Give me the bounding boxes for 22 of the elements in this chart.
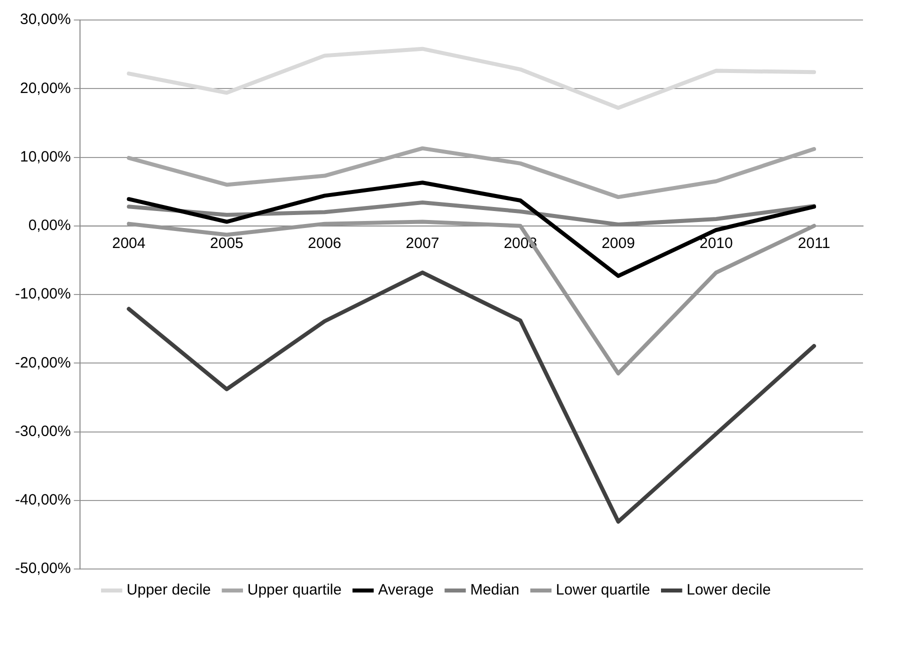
legend-label: Median <box>470 582 520 599</box>
y-tick-label: -40,00% <box>14 492 71 509</box>
x-tick-label: 2007 <box>406 235 440 252</box>
y-tick-label: 30,00% <box>20 11 71 28</box>
x-tick-label: 2004 <box>112 235 146 252</box>
y-tick-label: 20,00% <box>20 80 71 97</box>
legend-label: Average <box>378 582 434 599</box>
x-tick-label: 2009 <box>602 235 635 252</box>
y-tick-label: 10,00% <box>20 148 71 166</box>
y-tick-label: 0,00% <box>28 217 71 234</box>
x-tick-label: 2011 <box>798 235 830 252</box>
y-tick-label: -20,00% <box>14 354 71 372</box>
y-tick-label: -30,00% <box>14 422 71 440</box>
x-tick-label: 2005 <box>210 235 244 252</box>
y-tick-label: -50,00% <box>14 560 71 578</box>
y-tick-label: -10,00% <box>14 286 71 303</box>
legend-label: Upper decile <box>126 582 211 599</box>
legend-label: Upper quartile <box>247 582 342 599</box>
x-tick-label: 2010 <box>699 235 733 252</box>
x-tick-label: 2006 <box>308 235 342 252</box>
legend-label: Lower quartile <box>556 582 650 599</box>
legend-label: Lower decile <box>686 582 771 599</box>
